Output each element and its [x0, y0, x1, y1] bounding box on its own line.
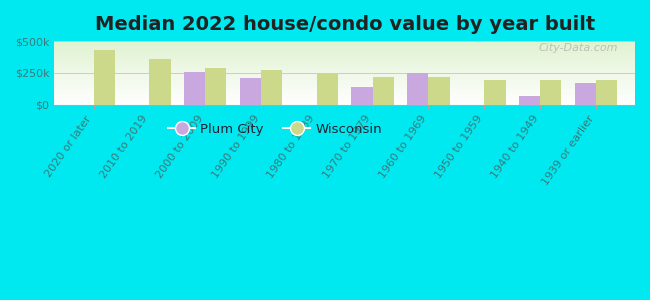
Bar: [184, 72, 205, 104]
Bar: [428, 77, 450, 104]
Bar: [317, 74, 338, 104]
Bar: [540, 80, 562, 104]
Bar: [205, 68, 226, 104]
Bar: [408, 73, 428, 104]
Bar: [240, 78, 261, 104]
Bar: [150, 59, 170, 104]
Bar: [352, 87, 372, 104]
Bar: [596, 80, 617, 104]
Bar: [575, 83, 596, 104]
Bar: [519, 96, 540, 104]
Title: Median 2022 house/condo value by year built: Median 2022 house/condo value by year bu…: [95, 15, 595, 34]
Text: City-Data.com: City-Data.com: [538, 43, 617, 53]
Bar: [372, 76, 394, 104]
Bar: [94, 50, 115, 104]
Bar: [484, 80, 506, 104]
Bar: [261, 70, 282, 104]
Legend: Plum City, Wisconsin: Plum City, Wisconsin: [163, 118, 387, 141]
